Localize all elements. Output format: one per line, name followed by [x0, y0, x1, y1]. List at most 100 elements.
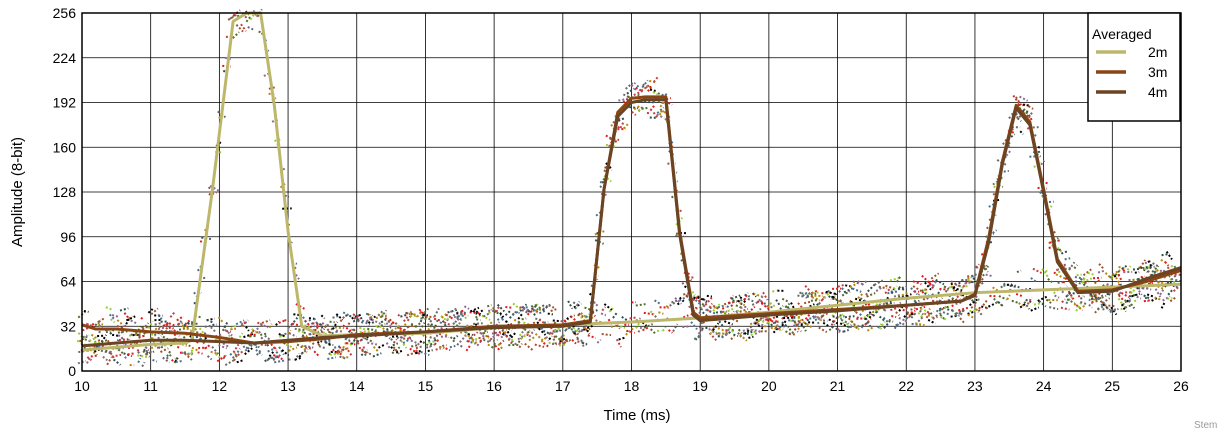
- raw-sample-mark: [1068, 291, 1077, 295]
- raw-sample-mark: [596, 230, 602, 235]
- raw-sample-mark: [629, 316, 637, 320]
- raw-sample-mark: [878, 285, 888, 290]
- raw-sample-mark: [754, 329, 763, 335]
- raw-sample-mark: [84, 338, 93, 343]
- raw-sample-mark: [184, 319, 191, 326]
- raw-sample-mark: [797, 315, 802, 321]
- raw-sample-mark: [548, 332, 554, 335]
- raw-sample-mark: [1164, 261, 1170, 267]
- raw-sample-mark: [857, 280, 865, 287]
- raw-sample-mark: [538, 303, 546, 310]
- raw-sample-mark: [845, 284, 851, 288]
- raw-sample-mark: [1012, 94, 1020, 105]
- raw-sample-mark: [181, 343, 188, 348]
- raw-sample-mark: [1133, 298, 1139, 303]
- raw-sample-mark: [222, 354, 227, 360]
- series-lines: [81, 11, 1182, 352]
- raw-sample-mark: [747, 297, 754, 303]
- raw-sample-mark: [1143, 298, 1153, 303]
- raw-sample-mark: [1002, 140, 1007, 145]
- raw-sample-mark: [434, 338, 439, 342]
- raw-sample-mark: [588, 292, 596, 300]
- raw-sample-mark: [78, 339, 85, 348]
- raw-sample-mark: [316, 323, 324, 327]
- raw-sample-mark: [1047, 278, 1053, 284]
- raw-sample-mark: [1131, 292, 1140, 298]
- raw-sample-mark: [610, 324, 620, 328]
- raw-sample-mark: [402, 337, 412, 345]
- raw-sample-mark: [678, 296, 685, 303]
- raw-sample-mark: [1062, 276, 1068, 284]
- raw-sample-mark: [157, 326, 165, 331]
- raw-sample-mark: [895, 311, 901, 317]
- raw-sample-mark: [255, 348, 263, 356]
- raw-sample-mark: [138, 334, 145, 339]
- raw-sample-mark: [1143, 294, 1151, 300]
- raw-sample-mark: [868, 313, 874, 319]
- raw-sample-mark: [237, 350, 244, 357]
- raw-sample-mark: [435, 347, 441, 351]
- raw-sample-mark: [471, 338, 479, 346]
- raw-sample-mark: [456, 311, 464, 315]
- raw-sample-mark: [985, 273, 994, 278]
- raw-sample-mark: [743, 292, 749, 301]
- raw-sample-mark: [165, 323, 173, 332]
- raw-sample-mark: [753, 292, 763, 298]
- raw-sample-mark: [420, 350, 430, 356]
- raw-sample-mark: [674, 297, 682, 305]
- raw-sample-mark: [249, 12, 257, 21]
- raw-sample-mark: [1061, 298, 1066, 304]
- raw-sample-mark: [959, 308, 966, 316]
- raw-sample-mark: [297, 330, 306, 334]
- raw-sample-mark: [1064, 266, 1073, 271]
- raw-sample-mark: [653, 75, 660, 83]
- raw-sample-mark: [1100, 301, 1106, 307]
- raw-sample-mark: [480, 308, 485, 313]
- raw-sample-mark: [1033, 301, 1043, 306]
- raw-sample-mark: [1095, 296, 1103, 301]
- raw-sample-mark: [453, 315, 461, 322]
- raw-sample-mark: [332, 314, 340, 319]
- raw-sample-mark: [147, 308, 154, 314]
- raw-sample-mark: [772, 320, 780, 325]
- raw-sample-mark: [708, 332, 718, 342]
- raw-sample-mark: [1175, 278, 1181, 283]
- raw-sample-mark: [1102, 306, 1110, 311]
- raw-sample-mark: [301, 344, 308, 353]
- raw-sample-mark: [345, 314, 354, 318]
- raw-sample-mark: [371, 318, 381, 325]
- raw-sample-mark: [293, 313, 303, 317]
- raw-sample-mark: [785, 330, 793, 336]
- raw-sample-mark: [1080, 275, 1087, 284]
- raw-sample-mark: [287, 325, 292, 329]
- raw-sample-mark: [608, 166, 613, 171]
- raw-sample-mark: [1079, 301, 1088, 306]
- raw-sample-mark: [631, 110, 637, 116]
- raw-sample-mark: [615, 324, 621, 330]
- raw-sample-mark: [419, 322, 426, 332]
- raw-sample-mark: [875, 286, 883, 292]
- raw-sample-mark: [1118, 289, 1124, 295]
- raw-sample-mark: [565, 324, 575, 331]
- raw-sample-mark: [1030, 277, 1038, 284]
- raw-sample-mark: [288, 332, 298, 338]
- y-axis-label: Amplitude (8-bit): [9, 137, 26, 247]
- raw-sample-mark: [971, 299, 978, 305]
- raw-sample-mark: [827, 289, 832, 294]
- raw-sample-mark: [882, 316, 890, 324]
- plot-frame: [81, 12, 1182, 372]
- raw-sample-mark: [678, 295, 689, 302]
- raw-sample-mark: [354, 316, 360, 321]
- raw-sample-mark: [617, 116, 626, 122]
- raw-sample-mark: [926, 296, 931, 302]
- raw-sample-mark: [570, 328, 578, 334]
- raw-sample-mark: [810, 299, 820, 302]
- raw-sample-mark: [701, 311, 709, 318]
- raw-sample-mark: [618, 336, 627, 341]
- raw-sample-mark: [847, 323, 852, 329]
- raw-sample-mark: [1006, 294, 1011, 301]
- raw-sample-mark: [405, 311, 411, 316]
- raw-sample-mark: [1147, 281, 1154, 286]
- raw-sample-mark: [595, 319, 604, 325]
- raw-sample-mark: [748, 335, 754, 339]
